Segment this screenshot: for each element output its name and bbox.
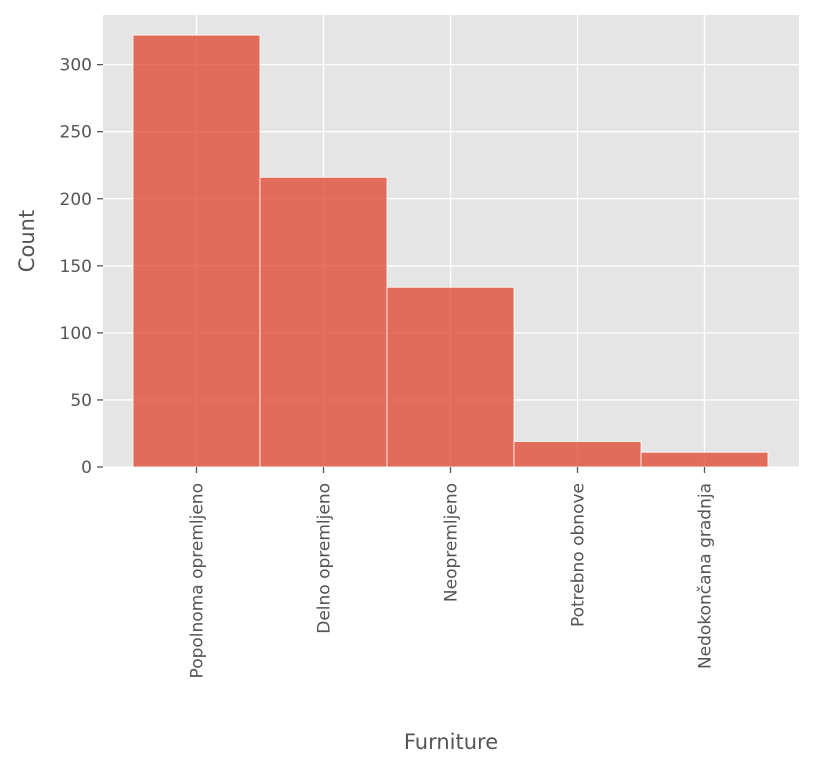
y-tick-label: 0 [81, 458, 92, 478]
x-tick-label: Neopremljeno [442, 483, 462, 602]
bars [132, 34, 769, 468]
x-tick-label: Potrebno obnove [569, 483, 589, 627]
y-tick-label: 200 [60, 190, 92, 210]
x-axis-ticks: Popolnoma opremljeno Delno opremljeno Neop… [188, 467, 716, 678]
bar [513, 441, 642, 468]
y-tick-label: 300 [60, 56, 92, 76]
x-tick-label: Delno opremljeno [315, 483, 335, 634]
y-axis-ticks: 0 50 100 150 200 250 300 [60, 56, 103, 478]
x-tick-label: Popolnoma opremljeno [188, 483, 208, 678]
x-axis-title: Furniture [404, 730, 498, 754]
bar [259, 176, 388, 468]
bar [132, 34, 261, 468]
bar [640, 451, 769, 468]
x-tick-label: Nedokončana gradnja [696, 483, 716, 669]
bar [386, 286, 515, 468]
y-tick-label: 50 [70, 391, 92, 411]
y-axis-title: Count [15, 210, 39, 272]
y-tick-label: 100 [60, 324, 92, 344]
y-tick-label: 150 [60, 257, 92, 277]
y-tick-label: 250 [60, 123, 92, 143]
